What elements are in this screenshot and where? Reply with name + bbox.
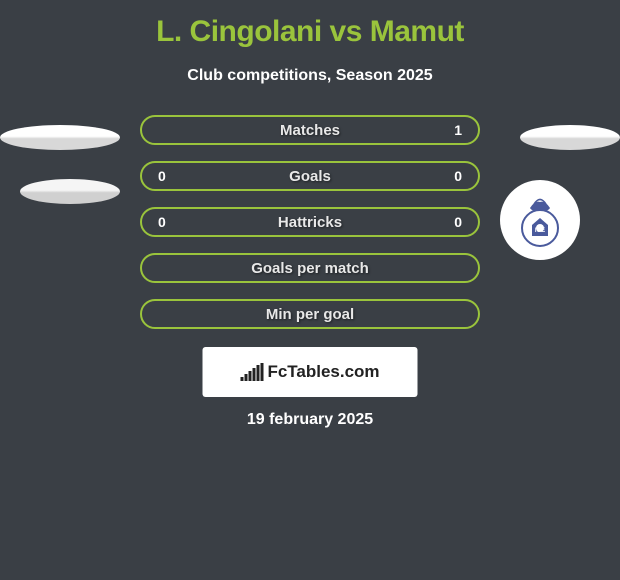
stat-label: Goals per match (178, 260, 442, 277)
page-title: L. Cingolani vs Mamut (0, 0, 620, 49)
right-team-badge: IGE (500, 180, 580, 260)
stats-list: Matches 1 0 Goals 0 0 Hattricks 0 Goals … (140, 115, 480, 345)
stat-label: Min per goal (178, 306, 442, 323)
stat-row-matches: Matches 1 (140, 115, 480, 145)
logo-text: FcTables.com (267, 362, 379, 382)
stat-right-value: 1 (442, 122, 462, 138)
stat-label: Goals (178, 168, 442, 185)
page-subtitle: Club competitions, Season 2025 (0, 67, 620, 85)
stat-row-min-per-goal: Min per goal (140, 299, 480, 329)
stat-label: Hattricks (178, 214, 442, 231)
left-team-shape-1 (0, 125, 120, 150)
svg-text:IGE: IGE (535, 228, 545, 234)
logo-content: FcTables.com (240, 362, 379, 382)
stat-left-value: 0 (158, 214, 178, 230)
fctables-logo[interactable]: FcTables.com (203, 347, 418, 397)
right-team-shape-1 (520, 125, 620, 150)
date-label: 19 february 2025 (247, 411, 373, 429)
stat-row-goals-per-match: Goals per match (140, 253, 480, 283)
club-crest-icon: IGE (510, 190, 570, 250)
stat-left-value: 0 (158, 168, 178, 184)
stat-right-value: 0 (442, 168, 462, 184)
stat-row-goals: 0 Goals 0 (140, 161, 480, 191)
stat-right-value: 0 (442, 214, 462, 230)
stat-row-hattricks: 0 Hattricks 0 (140, 207, 480, 237)
stat-label: Matches (178, 122, 442, 139)
chart-bars-icon (240, 363, 263, 381)
left-team-shape-2 (20, 179, 120, 204)
